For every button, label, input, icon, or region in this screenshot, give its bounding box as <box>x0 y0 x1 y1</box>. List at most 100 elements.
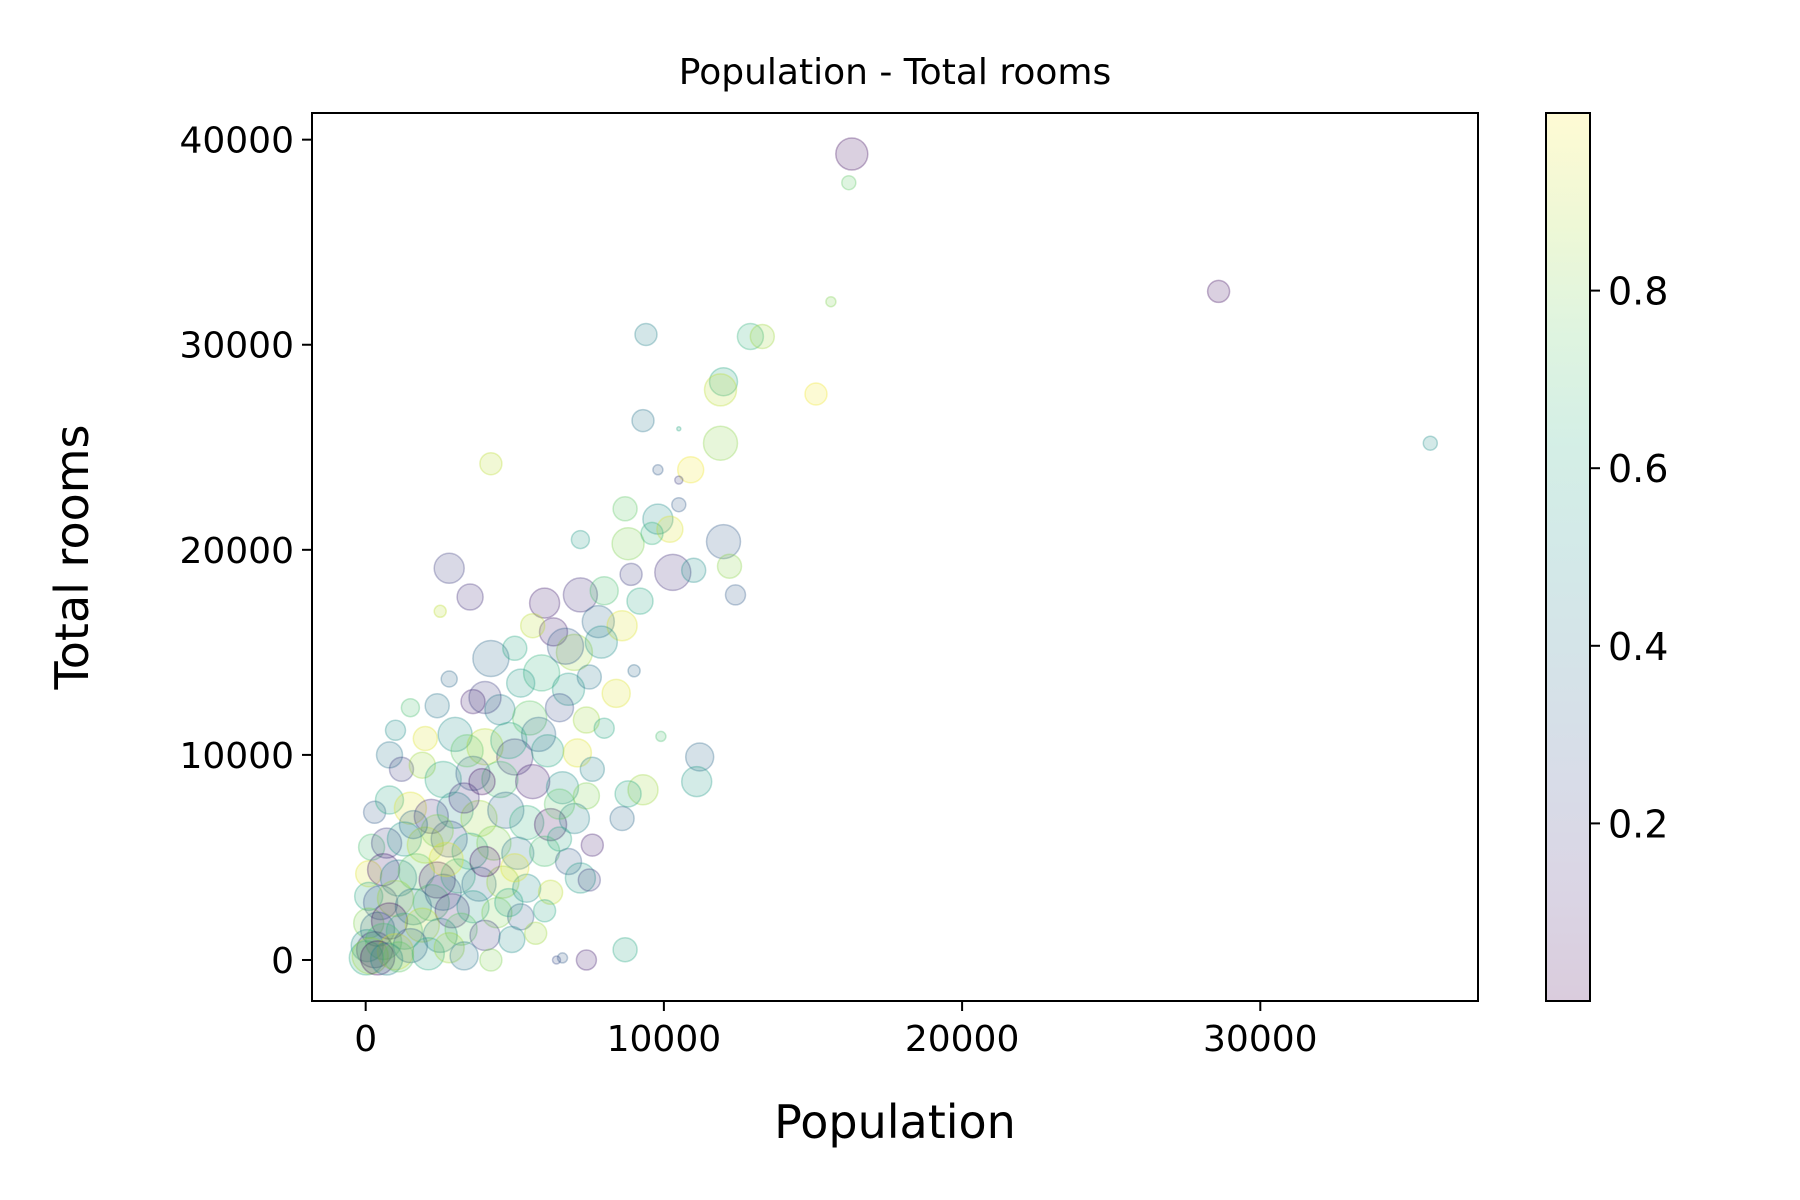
scatter-point <box>370 827 403 859</box>
scatter-point <box>538 617 569 647</box>
y-tick-label: 30000 <box>179 326 294 367</box>
scatter-point <box>440 670 458 688</box>
y-tick-label: 0 <box>271 941 294 982</box>
scatter-point <box>577 868 602 892</box>
scatter-point <box>433 931 465 964</box>
scatter-point <box>412 883 451 922</box>
scatter-point <box>355 930 394 969</box>
scatter-point <box>496 738 534 776</box>
y-axis-ticks: 0 10000 20000 30000 40000 <box>179 121 312 982</box>
scatter-point <box>502 635 528 662</box>
scatter-point <box>487 791 525 830</box>
scatter-point <box>412 725 439 752</box>
scatter-point <box>374 785 405 815</box>
x-tick-label: 30000 <box>1203 1019 1318 1060</box>
scatter-point <box>455 755 491 792</box>
scatter-point <box>433 552 465 585</box>
scatter-point <box>1206 279 1231 304</box>
scatter-point <box>537 879 564 906</box>
scatter-point <box>460 688 486 715</box>
scatter-point <box>486 865 520 899</box>
scatter-point <box>369 942 404 976</box>
scatter-point <box>501 836 535 871</box>
scatter-point <box>519 612 546 639</box>
x-tick-label: 0 <box>354 1019 377 1060</box>
scatter-point <box>433 604 447 619</box>
scatter-point <box>703 373 738 407</box>
scatter-point <box>522 654 561 692</box>
scatter-point <box>705 523 742 560</box>
scatter-point <box>461 866 497 902</box>
scatter-point <box>511 700 548 736</box>
scatter-point <box>528 587 561 619</box>
scatter-point <box>413 798 450 835</box>
scatter-point <box>406 826 445 864</box>
scatter-point <box>652 464 664 476</box>
scatter-point <box>528 835 561 868</box>
colorbar-tick-label: 0.8 <box>1608 270 1668 314</box>
scatter-point <box>532 899 557 923</box>
scatter-point <box>382 941 415 973</box>
y-tick-label: 20000 <box>179 531 294 572</box>
scatter-point <box>479 451 503 476</box>
scatter-point <box>348 940 385 976</box>
scatter-point <box>606 609 638 642</box>
scatter-point <box>716 553 743 579</box>
scatter-point <box>450 734 484 768</box>
colorbar-tick-label: 0.6 <box>1608 447 1668 491</box>
scatter-point <box>388 756 415 783</box>
scatter-point <box>481 897 513 929</box>
scatter-point <box>362 800 387 825</box>
x-tick-label: 10000 <box>607 1019 722 1060</box>
scatter-point <box>375 741 404 769</box>
scatter-point <box>428 841 464 878</box>
scatter-point <box>468 680 502 715</box>
scatter-point <box>545 770 580 805</box>
scatter-point <box>835 137 869 171</box>
scatter-point <box>508 804 545 841</box>
x-axis-label: Population <box>774 1095 1016 1149</box>
scatter-point <box>736 322 765 351</box>
scatter-point <box>655 730 667 743</box>
scatter-point <box>469 845 501 878</box>
scatter-point <box>400 697 421 718</box>
colorbar-tick-label: 0.2 <box>1608 802 1668 846</box>
scatter-point <box>749 323 776 350</box>
scatter-point <box>589 576 619 606</box>
x-tick-label: 20000 <box>905 1019 1020 1060</box>
scatter-point <box>440 858 476 894</box>
scatter-point <box>385 912 424 951</box>
scatter-point <box>654 553 692 592</box>
scatter-point <box>562 738 593 768</box>
scatter-point <box>398 809 429 840</box>
scatter-point <box>627 774 659 806</box>
colorbar-gradient <box>1546 113 1590 1001</box>
scatter-point <box>674 475 684 485</box>
scatter-point <box>680 557 707 584</box>
y-tick-label: 10000 <box>179 736 294 777</box>
scatter-point <box>676 456 705 484</box>
scatter-point <box>386 821 423 857</box>
scatter-point <box>564 862 597 894</box>
scatter-point <box>611 526 645 561</box>
scatter-point <box>575 949 598 971</box>
scatter-point <box>498 925 526 954</box>
scatter-point <box>430 820 468 858</box>
scatter-point <box>500 852 530 883</box>
scatter-point <box>418 861 456 899</box>
scatter-point <box>420 814 454 848</box>
scatter-point <box>460 799 498 838</box>
scatter-point <box>468 767 496 796</box>
scatter-point <box>437 716 473 753</box>
scatter-point <box>506 903 535 931</box>
scatter-point <box>634 322 658 347</box>
scatter-point <box>558 802 591 835</box>
scatter-point <box>357 833 386 861</box>
plot-frame <box>311 112 1479 1002</box>
scatter-point <box>584 625 619 659</box>
scatter-point <box>530 734 565 768</box>
scatter-point <box>551 955 562 965</box>
scatter-point <box>424 873 462 912</box>
